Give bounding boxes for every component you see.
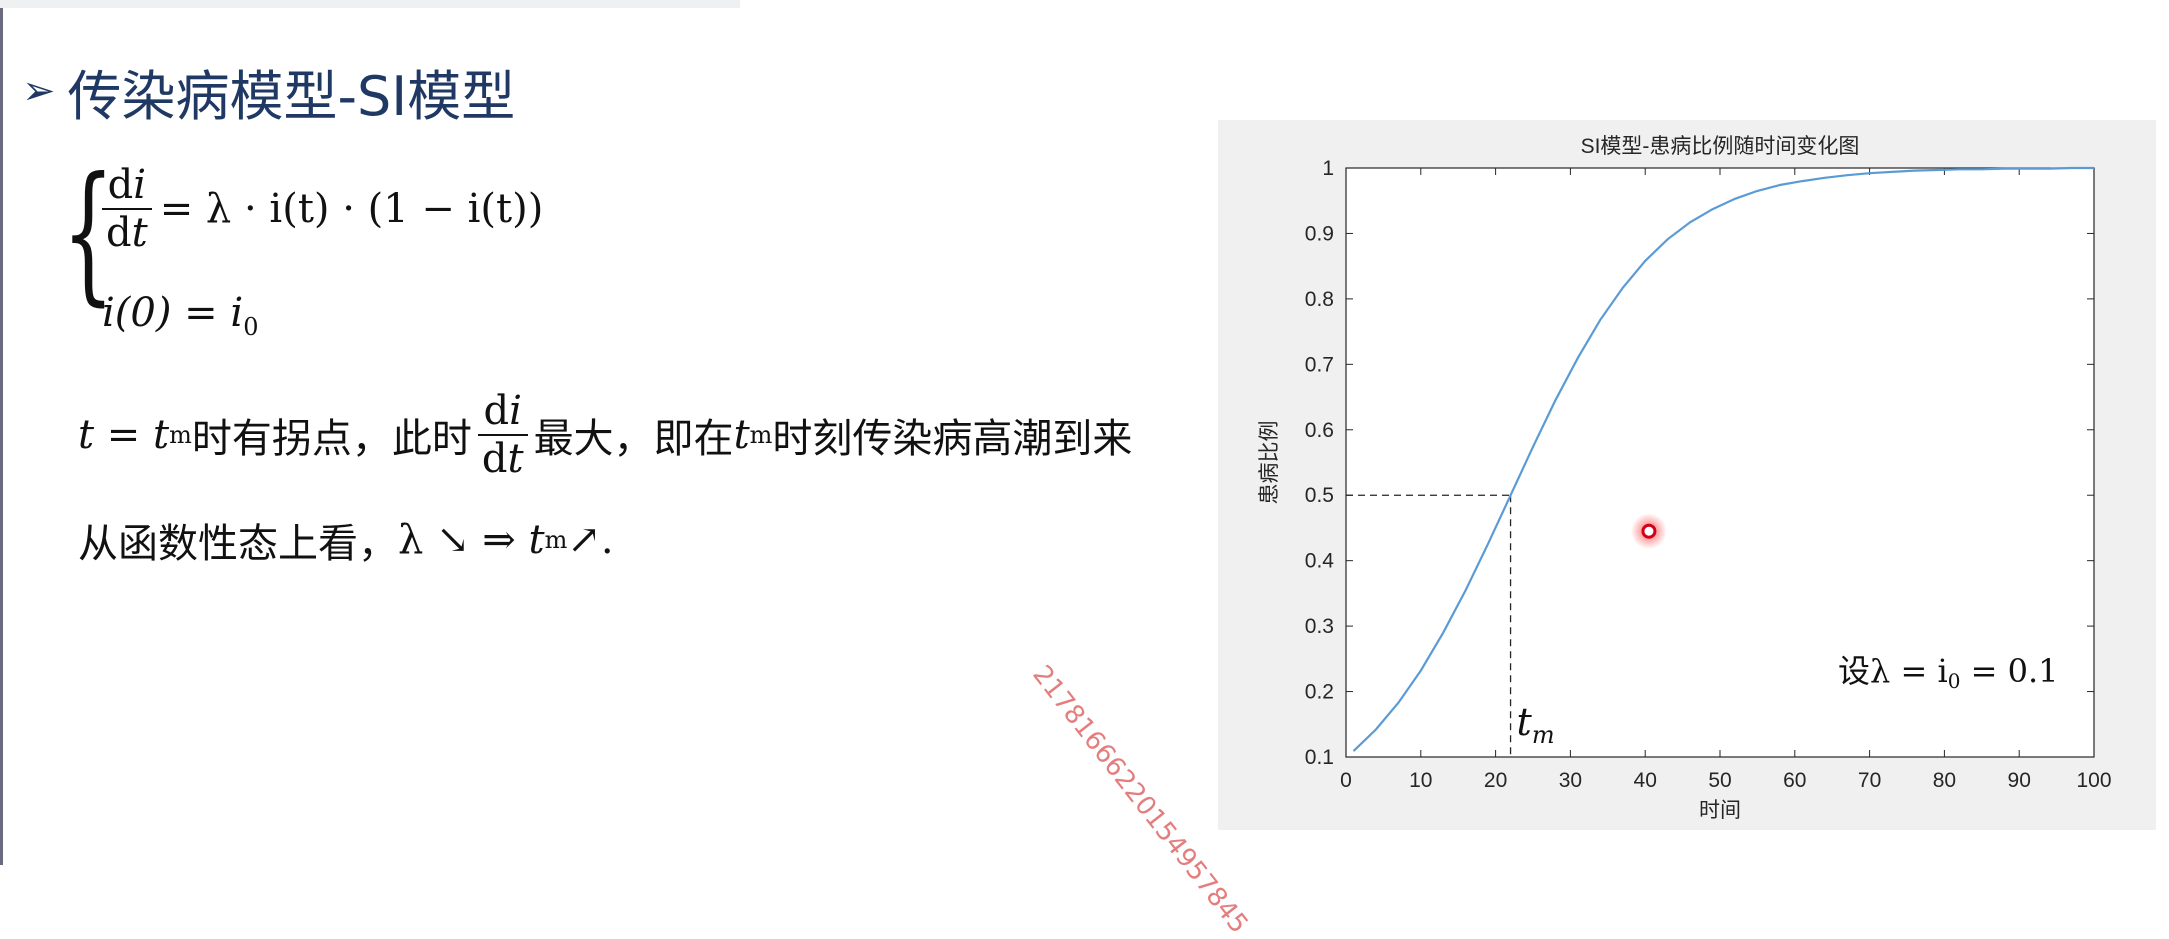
- y-tick-label: 1: [1322, 157, 1334, 180]
- left-brace: {: [62, 146, 115, 320]
- y-tick-label: 0.9: [1305, 222, 1334, 245]
- x-tick-label: 10: [1409, 769, 1432, 792]
- parameter-annotation: 设λ = i0 = 0.1: [1838, 652, 2058, 693]
- series-line: [1352, 166, 2094, 752]
- differential-equation: di dt = λ · i(t) · (1 − i(t)): [102, 162, 543, 256]
- y-tick-label: 0.3: [1305, 615, 1334, 638]
- top-strip: [0, 0, 740, 8]
- x-tick-label: 40: [1634, 769, 1657, 792]
- x-tick-label: 50: [1708, 769, 1731, 792]
- x-tick-label: 60: [1783, 769, 1806, 792]
- x-tick-label: 100: [2076, 769, 2111, 792]
- x-tick-label: 30: [1559, 769, 1582, 792]
- equation-system: { di dt = λ · i(t) · (1 − i(t)) i(0) = i…: [62, 150, 682, 350]
- plot-area: [1345, 167, 2095, 758]
- eq1-rhs: = λ · i(t) · (1 − i(t)): [159, 186, 544, 232]
- y-axis-label: 患病比例: [1258, 421, 1281, 505]
- slide-title-text: 传染病模型-SI模型: [67, 64, 516, 128]
- y-tick-label: 0.1: [1305, 746, 1334, 769]
- tm-label: tm: [1517, 700, 1555, 749]
- y-tick-label: 0.5: [1305, 484, 1334, 507]
- y-tick-label: 0.6: [1305, 419, 1334, 442]
- chart-figure: SI模型-患病比例随时间变化图 0 10 20 30 40 50 60 70 80 90 100 0.1…: [1218, 120, 2156, 830]
- x-tick-label: 70: [1858, 769, 1881, 792]
- x-tick-label: 0: [1340, 769, 1352, 792]
- derivative-fraction: di dt: [102, 162, 152, 256]
- y-tick-label: 0.4: [1305, 550, 1335, 573]
- x-tick-label: 90: [2008, 769, 2031, 792]
- left-edge-bar: [0, 0, 3, 865]
- cursor-marker: [1641, 523, 1657, 539]
- x-tick-label: 80: [1933, 769, 1956, 792]
- x-axis-label: 时间: [1699, 799, 1741, 822]
- derivative-fraction-inline: di dt: [477, 388, 528, 482]
- chart-title: SI模型-患病比例随时间变化图: [1581, 135, 1860, 158]
- x-tick-label: 20: [1484, 769, 1507, 792]
- arrow-bullet-icon: ➢: [22, 68, 56, 114]
- slide-title: ➢ 传染病模型-SI模型: [22, 56, 515, 128]
- y-tick-label: 0.7: [1305, 353, 1334, 376]
- initial-condition: i(0) = i0: [102, 290, 259, 341]
- si-model-chart: SI模型-患病比例随时间变化图 0 10 20 30 40 50 60 70 80 90 100 0.1…: [1258, 135, 2112, 822]
- y-tick-label: 0.8: [1305, 288, 1334, 311]
- y-tick-label: 0.2: [1305, 681, 1334, 704]
